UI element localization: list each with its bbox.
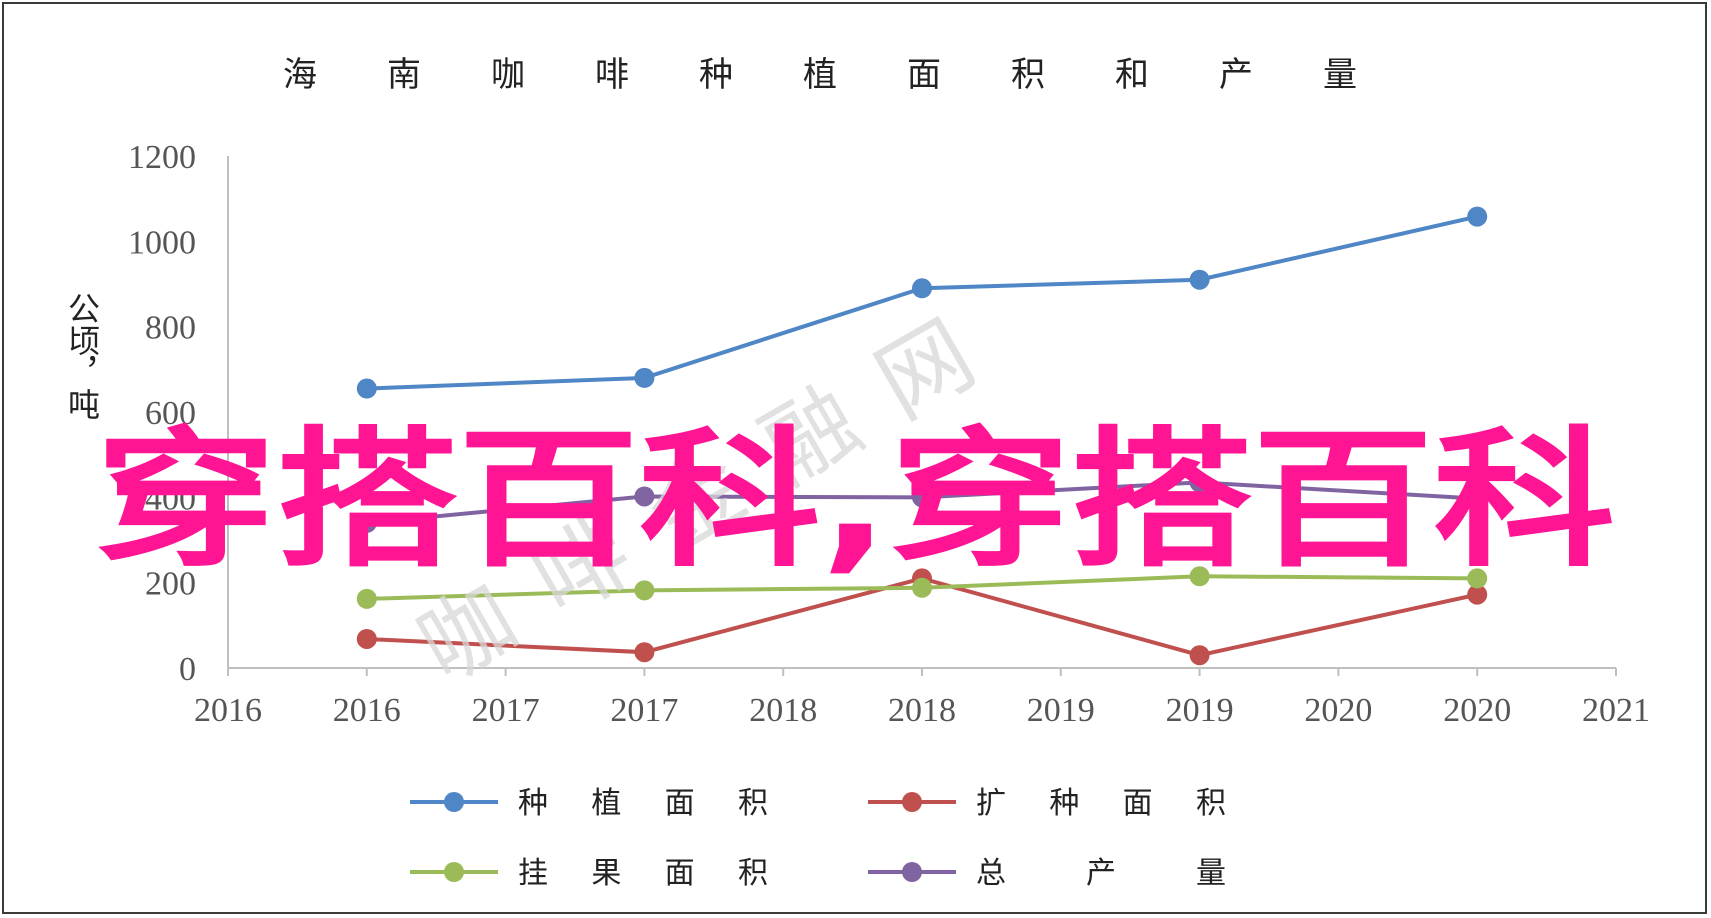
x-tick-label: 2019: [1027, 692, 1095, 729]
y-tick-label: 1200: [128, 139, 196, 176]
y-tick-label: 600: [145, 395, 196, 432]
legend-swatch-marker: [444, 792, 464, 812]
data-point: [356, 588, 377, 609]
legend-label: 扩种面积: [976, 786, 1226, 821]
x-tick-label: 2016: [333, 692, 401, 729]
x-tick-label: 2020: [1443, 692, 1511, 729]
x-tick-label: 2019: [1166, 692, 1234, 729]
legend-swatch-marker: [902, 862, 922, 882]
y-tick-label: 1000: [128, 224, 196, 261]
data-point: [1467, 488, 1488, 509]
data-point: [912, 487, 932, 508]
data-point: [1467, 584, 1488, 605]
y-tick-label: 200: [145, 566, 196, 603]
legend-label: 挂果面积: [518, 856, 768, 891]
data-point: [1189, 566, 1210, 587]
data-point: [1467, 206, 1488, 227]
y-tick-label: 800: [145, 310, 196, 347]
y-axis: 0 200 400 600 800 1000 1200: [128, 139, 229, 688]
data-point: [1189, 472, 1210, 493]
data-point: [1189, 645, 1210, 666]
legend-item: 挂果面积: [410, 856, 768, 891]
y-axis-label: 公顷，吨: [63, 292, 101, 420]
data-point: [634, 642, 655, 663]
y-tick-label: 0: [179, 651, 196, 688]
x-tick-label: 2018: [888, 692, 956, 729]
data-point: [634, 367, 655, 388]
series-0: [356, 206, 1488, 399]
data-point: [356, 512, 377, 533]
x-tick-label: 2016: [194, 692, 262, 729]
x-tick-label: 2017: [472, 692, 540, 729]
watermark-main-text: 穿搭百科,穿搭百科: [95, 414, 1615, 588]
legend-item: 总产量: [868, 856, 1226, 891]
data-point: [912, 278, 932, 299]
series-2: [356, 566, 1488, 609]
legend-label: 总产量: [976, 856, 1226, 891]
x-tick-label: 2017: [610, 692, 678, 729]
x-axis: 2016 2016 2017 2017 2018 2018 2019 2019 2020 2020…: [194, 667, 1650, 729]
x-tick-label: 2020: [1304, 692, 1372, 729]
data-point: [356, 628, 377, 649]
data-point: [356, 378, 377, 399]
data-point: [912, 577, 932, 598]
y-tick-label: 400: [145, 480, 196, 517]
chart: 海南咖啡种植面积和产量 公顷，吨 0 200 400 600 800 1000 1200 2…: [63, 55, 1650, 891]
series-3: [356, 472, 1488, 533]
series-layer: [356, 206, 1488, 666]
legend-swatch-marker: [444, 862, 464, 882]
data-point: [1467, 568, 1488, 589]
data-point: [1189, 269, 1210, 290]
data-point: [634, 486, 655, 507]
legend-swatch-marker: [902, 792, 922, 812]
legend-item: 种植面积: [410, 786, 768, 821]
x-tick-label: 2021: [1582, 692, 1650, 729]
legend-item: 扩种面积: [868, 786, 1226, 821]
chart-title: 海南咖啡种植面积和产量: [283, 55, 1427, 95]
data-point: [634, 580, 655, 601]
legend-label: 种植面积: [518, 786, 768, 821]
x-tick-label: 2018: [749, 692, 817, 729]
